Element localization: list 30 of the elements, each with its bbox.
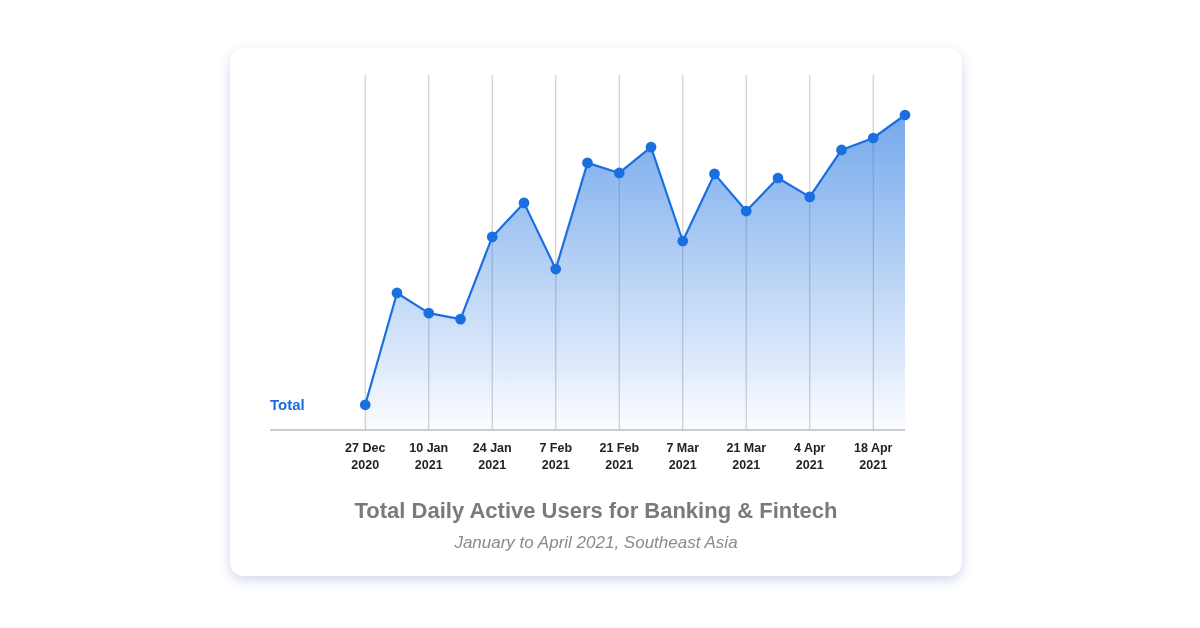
point [772, 172, 784, 184]
point [677, 235, 689, 247]
x-tick-label: 27 Dec 2020 [345, 441, 386, 472]
text: Total [270, 395, 305, 413]
x-tick-label: 21 Feb 2021 [599, 441, 640, 472]
point [899, 109, 911, 121]
text: Total Daily Active Users for Banking & Fintech [354, 498, 838, 523]
point [582, 157, 593, 169]
point [550, 263, 562, 275]
text: January to April 2021, Southeast Asia [453, 533, 738, 552]
point [709, 168, 720, 180]
point [804, 191, 816, 203]
point [740, 205, 752, 217]
x-tick-label: 7 Feb 2021 [539, 441, 573, 472]
x-tick-label: 7 Mar 2021 [666, 441, 700, 472]
x-tick-label: 4 Apr 2021 [794, 441, 826, 472]
x-tick-label: 18 Apr 2021 [854, 441, 893, 472]
point [391, 287, 403, 299]
point [423, 307, 435, 319]
point [867, 132, 879, 144]
x-tick-label: 10 Jan 2021 [409, 441, 449, 472]
point [645, 141, 657, 153]
point [518, 197, 530, 209]
point [836, 144, 847, 156]
x-tick-label: 21 Mar 2021 [726, 441, 767, 472]
point [359, 399, 371, 411]
point [455, 313, 466, 325]
point [613, 167, 625, 179]
x-tick-label: 24 Jan 2021 [472, 441, 512, 472]
point [486, 231, 498, 243]
